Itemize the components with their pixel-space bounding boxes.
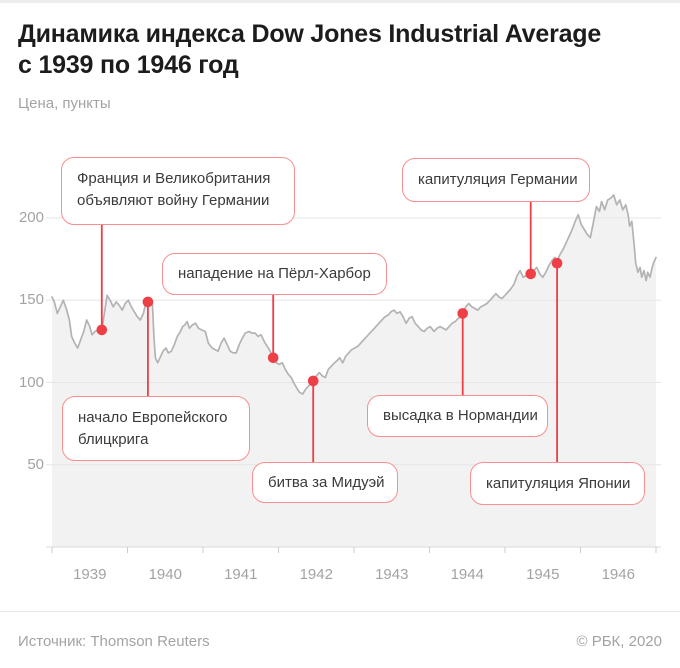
x-axis-label-1940: 1940 [148, 566, 182, 583]
x-axis-label-1945: 1945 [526, 566, 560, 583]
annotation-box-germany-capitulation: капитуляция Германии [402, 158, 590, 202]
x-axis-label-1941: 1941 [224, 566, 258, 583]
x-axis-label-1942: 1942 [299, 566, 333, 583]
y-axis-label-200: 200 [18, 209, 44, 226]
y-axis-label-150: 150 [18, 291, 44, 309]
event-dot-pearl-harbor-attack [267, 352, 279, 364]
annotation-label-normandy-landing: высадка в Нормандии [383, 407, 538, 424]
event-dot-normandy-landing [457, 308, 469, 319]
annotation-box-battle-of-midway: битва за Мидуэй [252, 462, 398, 503]
event-dot-germany-capitulation [525, 268, 536, 280]
event-dot-european-blitzkrieg-start [142, 296, 154, 308]
copyright-label: © РБК, 2020 [576, 633, 662, 650]
annotation-box-pearl-harbor-attack: нападение на Пёрл-Харбор [162, 253, 387, 295]
x-axis-label-1943: 1943 [375, 566, 409, 583]
annotation-box-european-blitzkrieg-start: начало Европейского блицкрига [62, 396, 250, 461]
annotation-box-normandy-landing: высадка в Нормандии [367, 395, 548, 437]
annotation-label-battle-of-midway: битва за Мидуэй [268, 473, 385, 491]
annotation-label-pearl-harbor-attack: нападение на Пёрл-Харбор [178, 265, 371, 282]
y-axis-label-100: 100 [18, 373, 44, 391]
annotation-label-european-blitzkrieg-start: начало Европейского блицкрига [78, 409, 228, 448]
annotation-label-germany-capitulation: капитуляция Германии [418, 171, 578, 188]
event-dot-battle-of-midway [307, 375, 319, 387]
event-dot-japan-capitulation [551, 257, 563, 269]
annotation-box-japan-capitulation: капитуляция Японии [470, 462, 645, 505]
x-axis-label-1946: 1946 [601, 566, 635, 583]
y-axis-unit-label: Цена, пункты [18, 95, 111, 112]
footer-divider [0, 611, 680, 612]
page-title-line2: с 1939 по 1946 год [18, 51, 239, 79]
page-title-line1: Динамика индекса Dow Jones Industrial Av… [18, 20, 602, 48]
x-axis-label-1944: 1944 [450, 566, 484, 583]
annotation-label-japan-capitulation: капитуляция Японии [486, 474, 631, 492]
top-divider [0, 0, 680, 3]
annotation-box-france-uk-declare-war: Франция и Великобритания объявляют войну… [61, 157, 295, 225]
page-title: Динамика индекса Dow Jones Industrial Av… [18, 19, 668, 81]
event-dot-france-uk-declare-war [96, 324, 108, 336]
annotation-label-france-uk-declare-war: Франция и Великобритания объявляют войну… [77, 170, 271, 209]
source-label: Источник: Thomson Reuters [18, 633, 210, 650]
y-axis-label-50: 50 [27, 455, 44, 473]
x-axis-label-1939: 1939 [73, 566, 107, 583]
